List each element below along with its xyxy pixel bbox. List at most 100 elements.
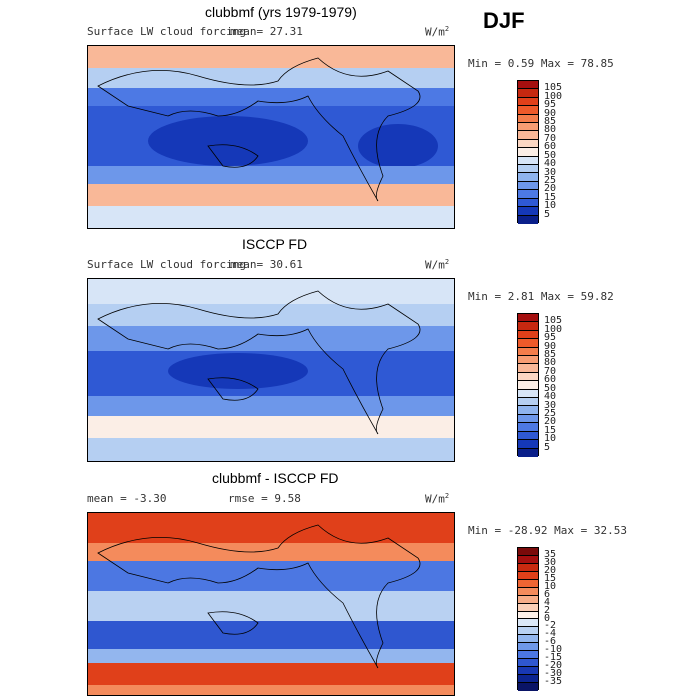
panel-title: ISCCP FD bbox=[242, 236, 308, 252]
panel-title: clubbmf (yrs 1979-1979) bbox=[205, 4, 357, 20]
colorbar-swatch bbox=[518, 579, 538, 588]
colorbar-swatch bbox=[518, 81, 538, 90]
colorbar-model bbox=[517, 80, 539, 224]
colorbar-swatch bbox=[518, 414, 538, 424]
colorbar-swatch bbox=[518, 347, 538, 357]
colorbar-swatch bbox=[518, 339, 538, 348]
colorbar-swatch bbox=[518, 603, 538, 612]
colorbar-swatch bbox=[518, 548, 538, 556]
colorbar-tick-label: 70 bbox=[544, 365, 557, 377]
panel-title: clubbmf - ISCCP FD bbox=[212, 470, 339, 486]
colorbar-swatch bbox=[518, 431, 538, 441]
colorbar-tick-label: -10 bbox=[544, 644, 563, 656]
minmax-label: Min = -28.92 Max = 32.53 bbox=[468, 524, 627, 537]
colorbar-tick-label: 20 bbox=[544, 183, 557, 195]
colorbar-swatch bbox=[518, 314, 538, 323]
colorbar-tick-label: 10 bbox=[544, 200, 557, 212]
colorbar-tick-label: 60 bbox=[544, 374, 557, 386]
colorbar-tick-label: 100 bbox=[544, 323, 563, 335]
rmse-value: rmse = 9.58 bbox=[228, 492, 301, 505]
colorbar-swatch bbox=[518, 106, 538, 115]
units-label: W/m2 bbox=[425, 258, 450, 272]
colorbar-swatch bbox=[518, 635, 538, 644]
colorbar-swatch bbox=[518, 148, 538, 157]
map-diff bbox=[87, 512, 455, 696]
field-label: Surface LW cloud forcing bbox=[87, 258, 246, 271]
colorbar-swatch bbox=[518, 627, 538, 636]
colorbar-tick-label: 15 bbox=[544, 424, 557, 436]
colorbar-swatch bbox=[518, 131, 538, 140]
colorbar-tick-label: 10 bbox=[544, 580, 557, 592]
colorbar-tick-label: 30 bbox=[544, 166, 557, 178]
colorbar-tick-label: 105 bbox=[544, 315, 563, 327]
colorbar-swatch bbox=[518, 595, 538, 604]
colorbar-swatch bbox=[518, 330, 538, 340]
colorbar-tick-label: 40 bbox=[544, 158, 557, 170]
colorbar-tick-label: 50 bbox=[544, 382, 557, 394]
colorbar-swatch bbox=[518, 555, 538, 564]
colorbar-swatch bbox=[518, 139, 538, 149]
colorbar-swatch bbox=[518, 97, 538, 107]
colorbar-tick-label: 100 bbox=[544, 90, 563, 102]
colorbar-swatch bbox=[518, 611, 538, 620]
colorbar-tick-label: -6 bbox=[544, 636, 557, 648]
colorbar-swatch bbox=[518, 215, 538, 224]
colorbar-swatch bbox=[518, 372, 538, 382]
colorbar-tick-label: -35 bbox=[544, 676, 563, 688]
season-label: DJF bbox=[483, 8, 525, 33]
colorbar-tick-label: 25 bbox=[544, 174, 557, 186]
colorbar-swatch bbox=[518, 448, 538, 457]
colorbar-swatch bbox=[518, 651, 538, 660]
colorbar-swatch bbox=[518, 381, 538, 390]
mean-value: mean= 27.31 bbox=[230, 25, 303, 38]
colorbar-tick-label: 50 bbox=[544, 149, 557, 161]
colorbar-tick-label: 5 bbox=[544, 441, 551, 453]
colorbar-swatch bbox=[518, 364, 538, 373]
colorbar-tick-label: 60 bbox=[544, 141, 557, 153]
colorbar-swatch bbox=[518, 156, 538, 166]
colorbar-swatch bbox=[518, 389, 538, 399]
colorbar-obs bbox=[517, 313, 539, 457]
colorbar-swatch bbox=[518, 675, 538, 683]
colorbar-tick-label: 15 bbox=[544, 191, 557, 203]
colorbar-swatch bbox=[518, 406, 538, 415]
colorbar-swatch bbox=[518, 356, 538, 365]
colorbar-tick-label: 30 bbox=[544, 399, 557, 411]
colorbar-tick-label: 80 bbox=[544, 357, 557, 369]
colorbar-diff bbox=[517, 547, 539, 691]
colorbar-tick-label: 20 bbox=[544, 564, 557, 576]
colorbar-tick-label: 70 bbox=[544, 132, 557, 144]
colorbar-tick-label: -4 bbox=[544, 628, 557, 640]
colorbar-swatch bbox=[518, 643, 538, 652]
colorbar-swatch bbox=[518, 165, 538, 174]
colorbar-swatch bbox=[518, 440, 538, 449]
colorbar-tick-label: 4 bbox=[544, 596, 551, 608]
colorbar-swatch bbox=[518, 682, 538, 691]
colorbar-tick-label: -15 bbox=[544, 652, 563, 664]
colorbar-swatch bbox=[518, 587, 538, 596]
colorbar-tick-label: 25 bbox=[544, 407, 557, 419]
colorbar-swatch bbox=[518, 198, 538, 208]
colorbar-tick-label: 90 bbox=[544, 107, 557, 119]
colorbar-swatch bbox=[518, 190, 538, 199]
colorbar-swatch bbox=[518, 207, 538, 216]
colorbar-swatch bbox=[518, 173, 538, 182]
colorbar-swatch bbox=[518, 563, 538, 572]
colorbar-tick-label: 85 bbox=[544, 349, 557, 361]
minmax-label: Min = 2.81 Max = 59.82 bbox=[468, 290, 614, 303]
colorbar-tick-label: 85 bbox=[544, 116, 557, 128]
colorbar-swatch bbox=[518, 659, 538, 668]
colorbar-tick-label: 5 bbox=[544, 208, 551, 220]
colorbar-swatch bbox=[518, 89, 538, 98]
map-model bbox=[87, 45, 455, 229]
colorbar-swatch bbox=[518, 667, 538, 675]
colorbar-tick-label: 10 bbox=[544, 433, 557, 445]
colorbar-tick-label: 95 bbox=[544, 332, 557, 344]
units-label: W/m2 bbox=[425, 492, 450, 506]
colorbar-tick-label: 105 bbox=[544, 82, 563, 94]
colorbar-tick-label: 0 bbox=[544, 612, 551, 624]
colorbar-swatch bbox=[518, 114, 538, 124]
colorbar-tick-label: -30 bbox=[544, 668, 563, 680]
field-label: Surface LW cloud forcing bbox=[87, 25, 246, 38]
colorbar-tick-label: -20 bbox=[544, 660, 563, 672]
